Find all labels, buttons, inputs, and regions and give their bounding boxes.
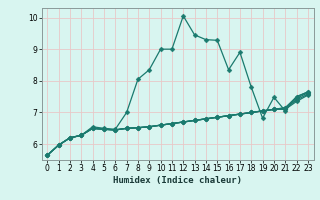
X-axis label: Humidex (Indice chaleur): Humidex (Indice chaleur) xyxy=(113,176,242,185)
